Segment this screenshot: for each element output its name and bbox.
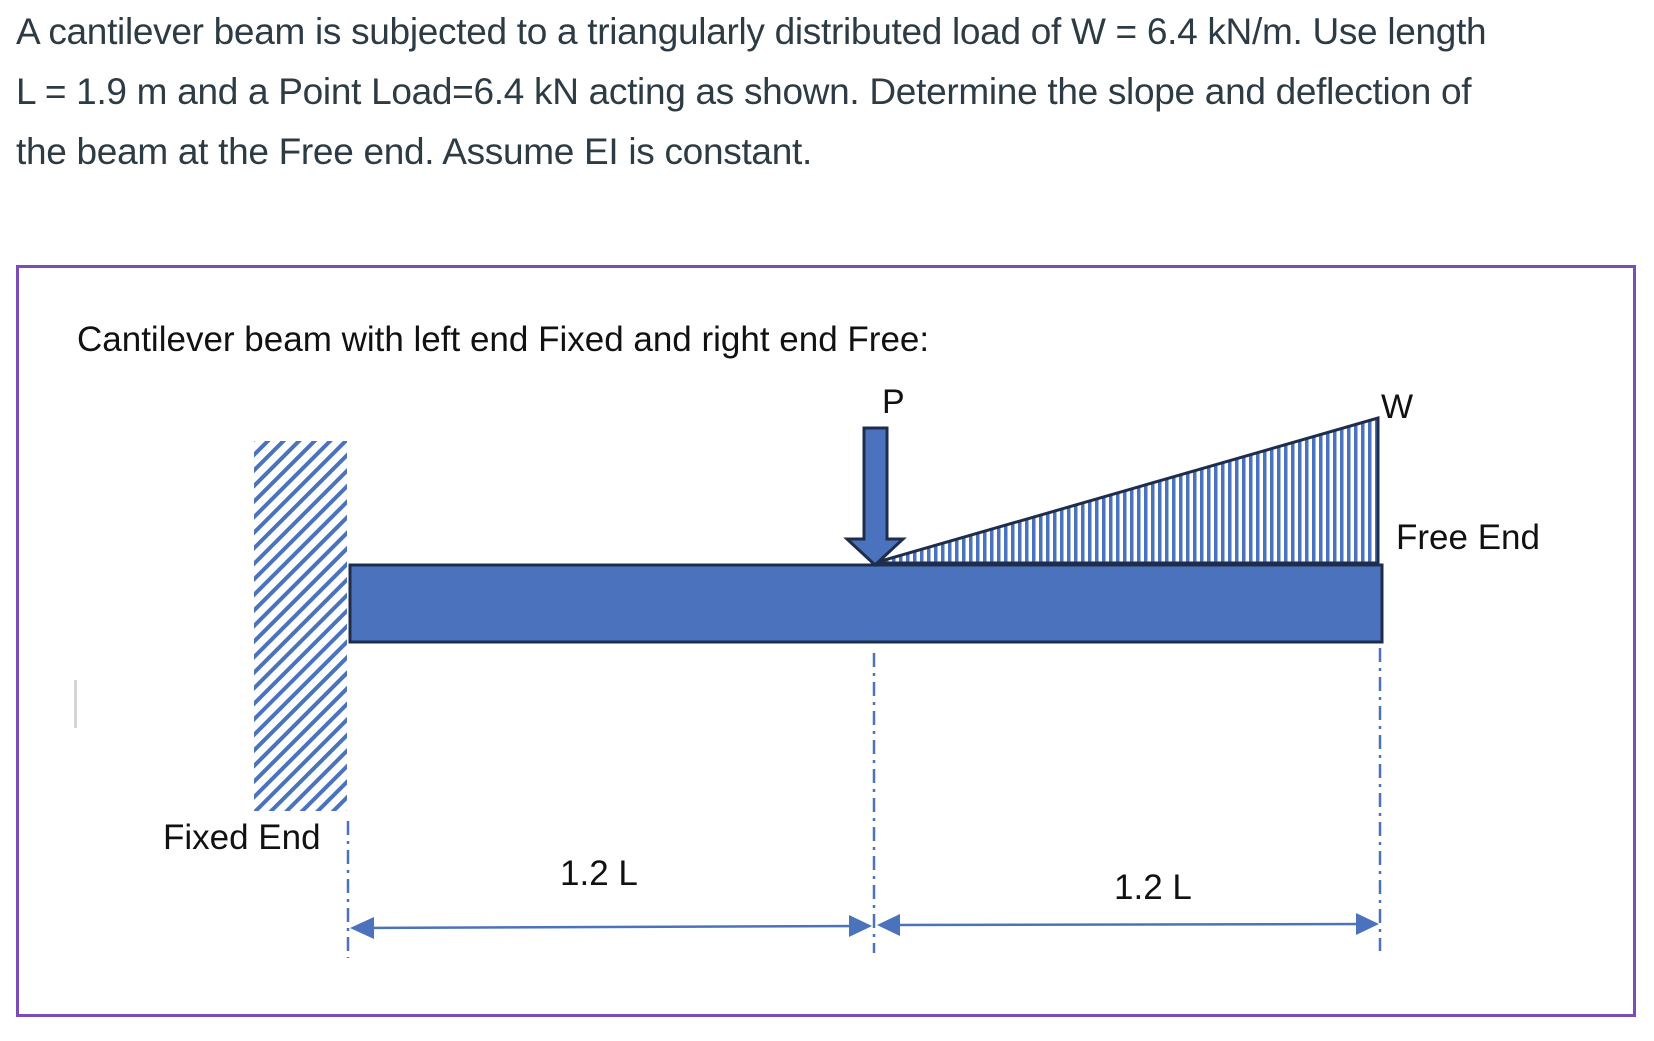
cantilever-beam bbox=[348, 563, 1384, 644]
figure-caption: Cantilever beam with left end Fixed and … bbox=[77, 320, 929, 359]
problem-statement: A cantilever beam is subjected to a tria… bbox=[16, 2, 1646, 182]
beam-figure-frame: Cantilever beam with left end Fixed and … bbox=[16, 265, 1636, 1017]
problem-line-3: the beam at the Free end. Assume EI is c… bbox=[16, 131, 812, 172]
extension-lines bbox=[346, 648, 1382, 958]
problem-line-1: A cantilever beam is subjected to a tria… bbox=[16, 11, 1487, 52]
beam-diagram: Cantilever beam with left end Fixed and … bbox=[77, 320, 1540, 958]
span-left-label: 1.2 L bbox=[560, 854, 638, 893]
dimension-left bbox=[350, 915, 872, 939]
free-end-label: Free End bbox=[1396, 518, 1540, 557]
fixed-support-hatch bbox=[254, 441, 347, 811]
dimension-right bbox=[877, 913, 1379, 936]
problem-line-2: L = 1.9 m and a Point Load=6.4 kN acting… bbox=[16, 71, 1472, 112]
distributed-load-label: W bbox=[1381, 388, 1413, 426]
text-cursor-mark bbox=[74, 680, 77, 728]
triangular-load bbox=[873, 416, 1380, 565]
fixed-end-label: Fixed End bbox=[163, 818, 321, 857]
span-right-label: 1.2 L bbox=[1114, 868, 1192, 907]
point-load-label: P bbox=[882, 383, 905, 421]
point-load-arrow-icon bbox=[843, 426, 907, 568]
